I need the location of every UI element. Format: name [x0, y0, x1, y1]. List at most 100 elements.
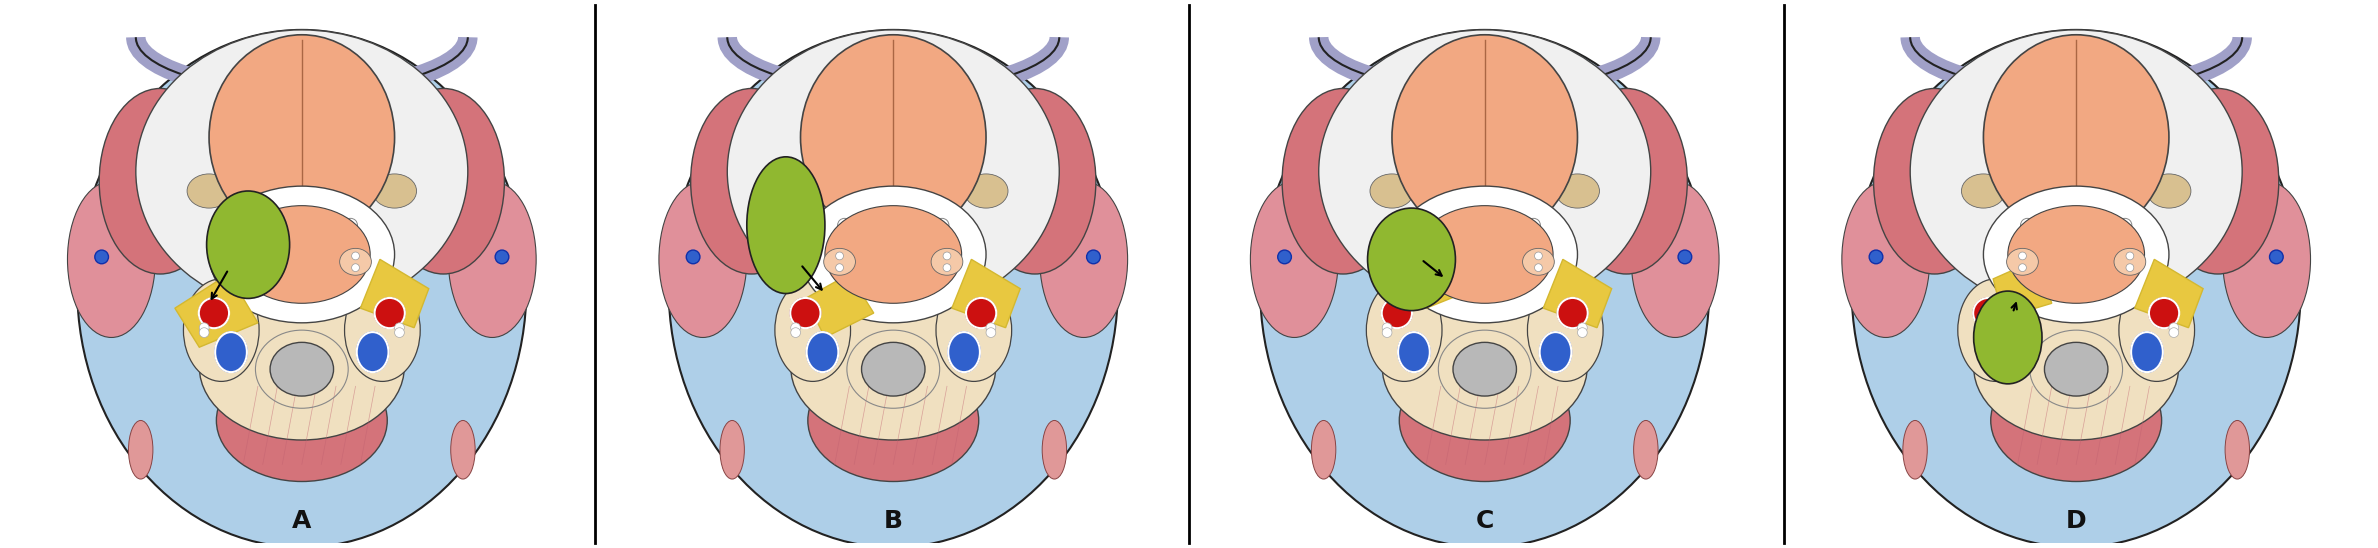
Ellipse shape [2157, 88, 2278, 274]
Ellipse shape [1320, 30, 1650, 313]
Ellipse shape [1902, 420, 1926, 479]
Ellipse shape [806, 332, 839, 372]
Text: B: B [885, 509, 904, 533]
Ellipse shape [2045, 342, 2107, 396]
Circle shape [870, 218, 885, 232]
Circle shape [200, 328, 209, 338]
Ellipse shape [357, 332, 388, 372]
Circle shape [352, 252, 359, 260]
Circle shape [2052, 218, 2066, 232]
Ellipse shape [1974, 294, 2178, 440]
Ellipse shape [383, 88, 504, 274]
Circle shape [2038, 218, 2050, 232]
Polygon shape [951, 259, 1020, 328]
Polygon shape [1413, 249, 1474, 308]
Circle shape [245, 264, 252, 272]
Circle shape [312, 218, 326, 232]
Circle shape [1427, 264, 1434, 272]
Polygon shape [2135, 259, 2202, 328]
Circle shape [1974, 328, 1983, 338]
Ellipse shape [1391, 186, 1577, 323]
Ellipse shape [1852, 30, 2302, 547]
Ellipse shape [1874, 88, 1995, 274]
Ellipse shape [1983, 186, 2169, 323]
Circle shape [2169, 328, 2178, 338]
Circle shape [262, 218, 276, 232]
Circle shape [854, 218, 868, 232]
Ellipse shape [1962, 174, 2005, 208]
Circle shape [835, 252, 844, 260]
Circle shape [1429, 218, 1443, 232]
Circle shape [904, 218, 916, 232]
Circle shape [987, 328, 996, 338]
Ellipse shape [207, 191, 290, 299]
Circle shape [1477, 218, 1491, 232]
Circle shape [2126, 264, 2133, 272]
Ellipse shape [1453, 342, 1517, 396]
Ellipse shape [809, 359, 980, 482]
Ellipse shape [2131, 332, 2164, 372]
Ellipse shape [1983, 35, 2169, 240]
Circle shape [247, 218, 259, 232]
Circle shape [352, 264, 359, 272]
Circle shape [2086, 218, 2100, 232]
Ellipse shape [1382, 294, 1586, 440]
Ellipse shape [76, 30, 526, 547]
Text: C: C [1474, 509, 1493, 533]
Ellipse shape [233, 206, 371, 303]
Ellipse shape [1634, 420, 1657, 479]
Ellipse shape [747, 157, 825, 294]
Ellipse shape [216, 359, 388, 482]
Ellipse shape [792, 294, 996, 440]
Ellipse shape [2114, 248, 2145, 275]
Circle shape [1382, 328, 1391, 338]
Circle shape [200, 323, 209, 333]
Circle shape [2069, 218, 2083, 232]
Ellipse shape [1957, 279, 2033, 381]
Circle shape [2019, 264, 2026, 272]
Ellipse shape [975, 88, 1096, 274]
Polygon shape [361, 259, 428, 328]
Circle shape [1974, 298, 2002, 328]
Ellipse shape [963, 174, 1008, 208]
Circle shape [918, 218, 932, 232]
Circle shape [328, 218, 340, 232]
Ellipse shape [721, 420, 744, 479]
Circle shape [1577, 323, 1586, 333]
Ellipse shape [214, 332, 247, 372]
Circle shape [965, 298, 996, 328]
Circle shape [935, 218, 949, 232]
Circle shape [295, 218, 309, 232]
Ellipse shape [775, 279, 851, 381]
Ellipse shape [801, 35, 987, 240]
Ellipse shape [687, 250, 699, 264]
Ellipse shape [136, 30, 468, 313]
Circle shape [2169, 323, 2178, 333]
Ellipse shape [1522, 248, 1555, 275]
Circle shape [1510, 218, 1524, 232]
Text: A: A [292, 509, 312, 533]
Circle shape [1493, 218, 1508, 232]
Ellipse shape [95, 250, 109, 264]
Ellipse shape [1631, 181, 1719, 338]
Ellipse shape [373, 174, 416, 208]
Ellipse shape [1370, 174, 1415, 208]
Ellipse shape [1555, 174, 1600, 208]
Ellipse shape [1415, 248, 1446, 275]
Circle shape [944, 252, 951, 260]
Ellipse shape [233, 248, 264, 275]
Ellipse shape [1042, 420, 1068, 479]
Ellipse shape [449, 181, 535, 338]
Ellipse shape [128, 420, 152, 479]
Circle shape [2102, 218, 2116, 232]
Ellipse shape [801, 186, 987, 323]
Circle shape [1558, 298, 1589, 328]
Ellipse shape [200, 294, 404, 440]
Circle shape [395, 323, 404, 333]
Polygon shape [1543, 259, 1612, 328]
Ellipse shape [188, 174, 231, 208]
Ellipse shape [728, 30, 1058, 313]
Ellipse shape [452, 420, 476, 479]
Circle shape [1974, 323, 1983, 333]
Circle shape [1534, 252, 1543, 260]
